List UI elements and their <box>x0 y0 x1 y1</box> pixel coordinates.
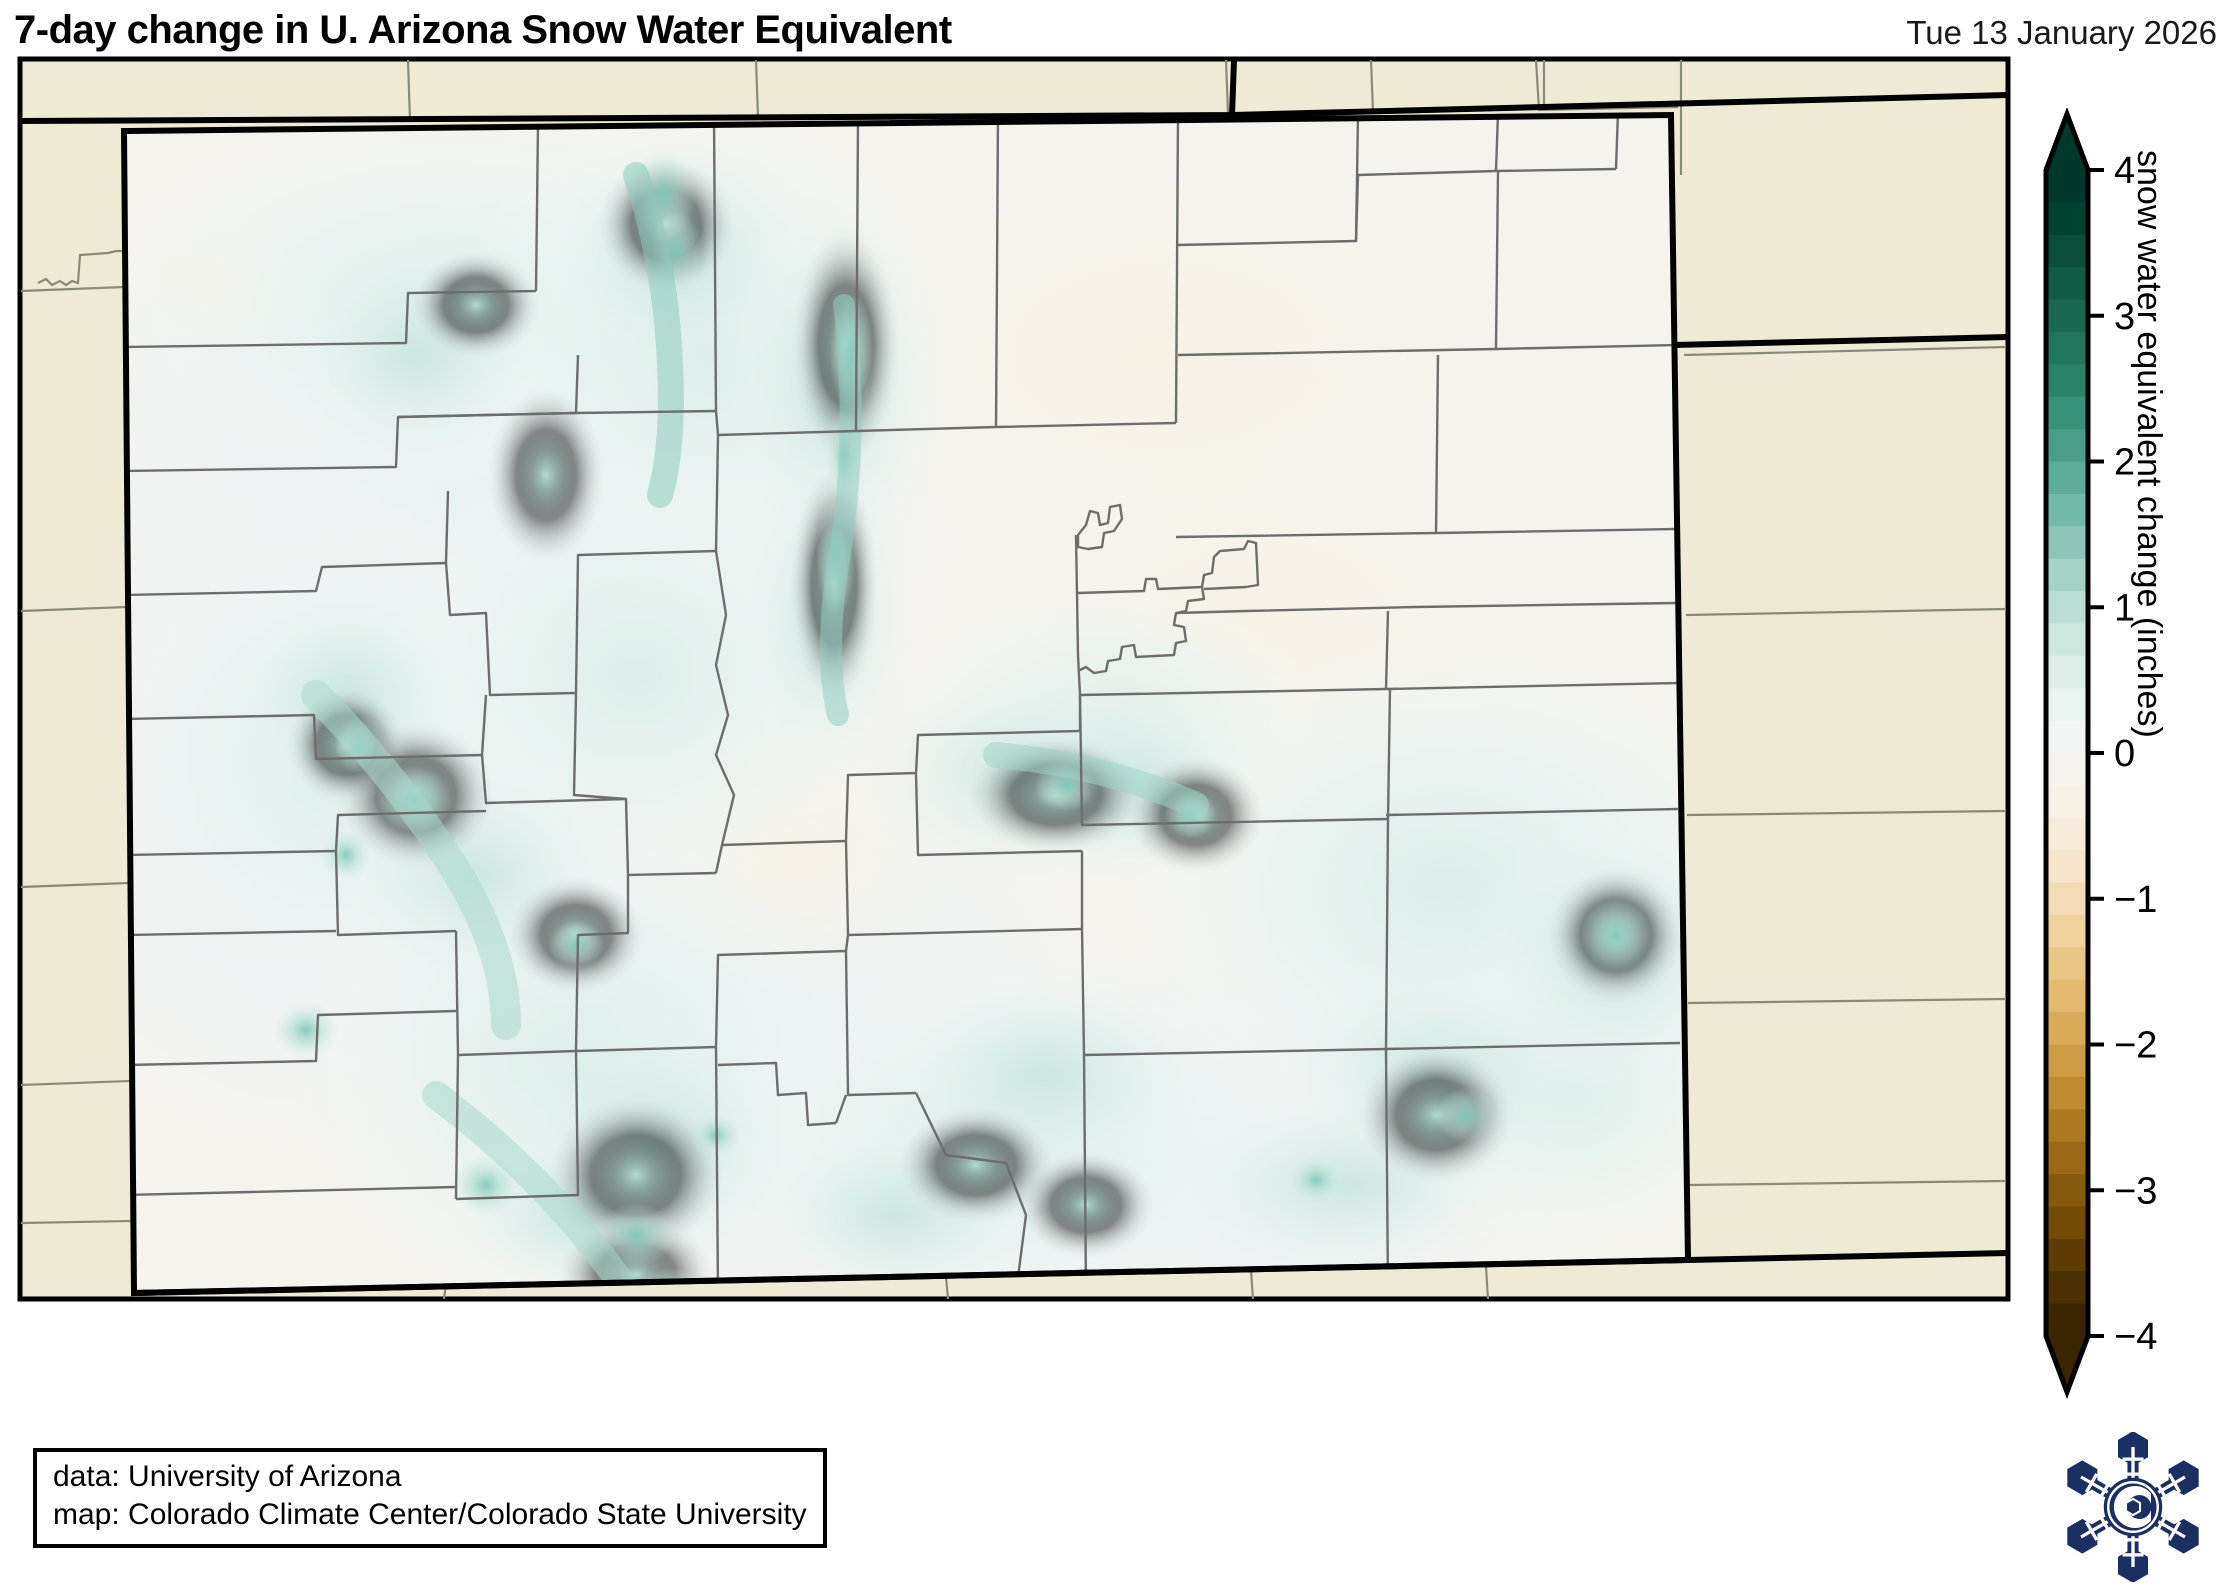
colorado-climate-center-snowflake-logo <box>2058 1431 2208 1583</box>
credit-map-line: map: Colorado Climate Center/Colorado St… <box>53 1498 807 1532</box>
colorbar-extend-arrows <box>2046 114 2088 1392</box>
colorbar-tick-label: 2 <box>2114 442 2135 484</box>
colorbar-tick-label: 0 <box>2114 733 2135 775</box>
colorbar-tick-label: −2 <box>2114 1025 2157 1067</box>
colorado-swe-field <box>124 115 1688 1293</box>
county-boundaries <box>125 115 1681 1293</box>
colorbar-tick-label: 4 <box>2114 150 2135 192</box>
colorbar-tick-label: −1 <box>2114 879 2157 921</box>
page-title: 7-day change in U. Arizona Snow Water Eq… <box>14 8 952 52</box>
attribution-box: data: University of Arizona map: Colorad… <box>33 1448 827 1548</box>
colorbar-bands <box>2046 170 2088 1337</box>
colorbar-ticks: 4 3 2 1 0 −1 −2 −3 −4 <box>2088 150 2157 1358</box>
colorbar-tick-label: 3 <box>2114 296 2135 338</box>
colorbar-axis-label: snow water equivalent change (inches) <box>2130 150 2168 738</box>
snowflake-icon <box>2067 1431 2199 1583</box>
colorado-swe-map[interactable] <box>16 55 2012 1555</box>
neighbor-state-outlines <box>20 59 2008 1296</box>
colorbar-tick-label: −3 <box>2114 1170 2157 1212</box>
map-panel[interactable] <box>16 55 2012 1555</box>
map-date-label: Tue 13 January 2026 <box>1906 14 2217 51</box>
colorbar-tick-label: −4 <box>2114 1316 2157 1358</box>
colorbar-svg[interactable]: 4 3 2 1 0 −1 −2 −3 −4 <box>2038 108 2235 1468</box>
credit-data-line: data: University of Arizona <box>53 1460 402 1493</box>
colorbar[interactable]: 4 3 2 1 0 −1 −2 −3 −4 <box>2038 108 2235 1468</box>
colorbar-tick-label: 1 <box>2114 587 2135 629</box>
neighbor-county-lines <box>20 59 2007 1299</box>
